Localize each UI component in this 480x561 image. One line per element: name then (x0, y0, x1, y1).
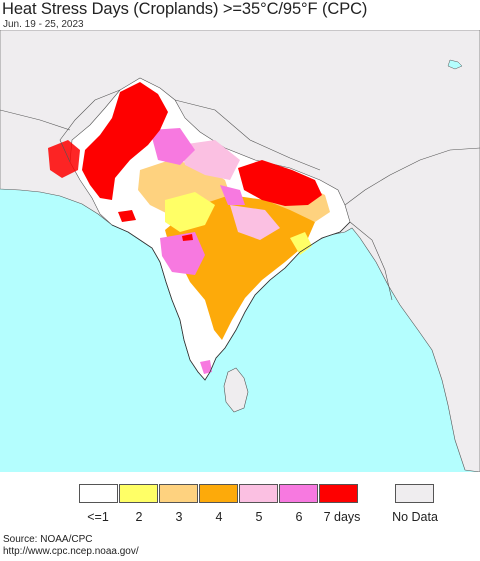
region-4-days (165, 195, 315, 340)
legend-swatch-no-data (395, 484, 434, 503)
region-2-days-2 (290, 232, 312, 255)
legend-label-5: 5 (255, 510, 263, 524)
island (447, 59, 463, 70)
legend-swatch-3 (159, 484, 198, 503)
legend-label-no-data: No Data (392, 510, 438, 524)
coastline (111, 221, 351, 381)
legend-swatch-6 (279, 484, 318, 503)
source-credit: Source: NOAA/CPC http://www.cpc.ncep.noa… (3, 534, 139, 558)
region-6-days-3 (220, 185, 245, 205)
legend-label-3: 3 (175, 510, 183, 524)
legend-label-le1: <=1 (87, 510, 109, 524)
legend-swatch-le1 (79, 484, 118, 503)
legend-label-6: 6 (295, 510, 303, 524)
borders (0, 89, 480, 301)
region-2-days (165, 192, 215, 232)
map-area (0, 30, 480, 472)
region-7-days-w (118, 210, 136, 222)
region-6-days-4 (200, 360, 212, 374)
legend-swatch-2 (119, 484, 158, 503)
source-line: Source: NOAA/CPC (3, 534, 93, 545)
region-7-days-nw (82, 82, 168, 200)
region-6-days (160, 232, 205, 275)
source-url: http://www.cpc.ncep.noaa.gov/ (3, 546, 139, 557)
legend-label-2: 2 (135, 510, 143, 524)
legend-swatch-5 (239, 484, 278, 503)
map-title: Heat Stress Days (Croplands) >=35°C/95°F… (2, 0, 368, 18)
region-7-days-n (238, 160, 322, 206)
sri-lanka (223, 367, 249, 413)
region-5-days-2 (230, 205, 280, 240)
region-6-days-2 (150, 128, 195, 165)
region-7-days-c (182, 234, 193, 241)
legend-swatch-7 (319, 484, 358, 503)
legend-label-4: 4 (215, 510, 223, 524)
map-date-range: Jun. 19 - 25, 2023 (3, 19, 84, 30)
legend-swatch-4 (199, 484, 238, 503)
legend-label-7: 7 days (323, 510, 361, 524)
region-7-days-pak (48, 140, 80, 178)
legend: <=1 2 3 4 5 6 7 days No Data (0, 472, 480, 532)
